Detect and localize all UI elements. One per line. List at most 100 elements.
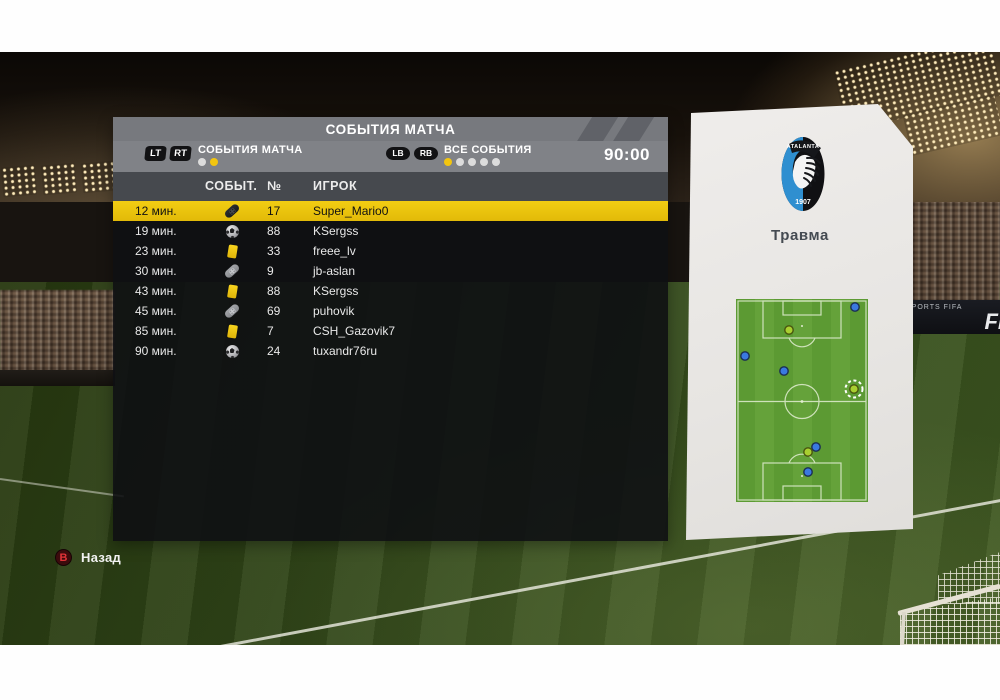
event-row[interactable]: 19 мин. 88 KSergss bbox=[113, 221, 668, 241]
rb-button-icon[interactable]: RB bbox=[414, 147, 438, 160]
player-name: freee_lv bbox=[313, 244, 356, 258]
player-number: 88 bbox=[267, 224, 281, 238]
event-icon-cell bbox=[219, 301, 245, 321]
tab-bar: LT RT СОБЫТИЯ МАТЧА LB RB ВСЕ СОБЫТИЯ 90… bbox=[113, 141, 668, 172]
event-row[interactable]: 43 мин. 88 KSergss bbox=[113, 281, 668, 301]
event-icon-cell bbox=[219, 341, 245, 361]
atalanta-crest: ATALANTA 1907 bbox=[781, 137, 825, 211]
event-row[interactable]: 30 мин. 9 jb-aslan bbox=[113, 261, 668, 281]
event-icon-cell bbox=[219, 261, 245, 281]
event-icon-cell bbox=[219, 221, 245, 241]
tab-dot-active bbox=[444, 158, 452, 166]
selected-event-ring bbox=[844, 379, 864, 399]
hoarding-left bbox=[0, 370, 115, 386]
tab-all-events-label: ВСЕ СОБЫТИЯ bbox=[444, 144, 532, 156]
player-marker-blue bbox=[779, 366, 789, 376]
yellow-card-icon bbox=[226, 283, 238, 299]
player-marker-blue bbox=[811, 442, 821, 452]
event-icon-cell bbox=[219, 241, 245, 261]
injury-icon bbox=[223, 262, 241, 280]
column-number: № bbox=[267, 179, 282, 193]
player-name: KSergss bbox=[313, 284, 359, 298]
event-icon-cell bbox=[219, 321, 245, 341]
ad-text-small: SPORTS FIFA bbox=[906, 304, 963, 311]
tab-dot-inactive bbox=[492, 158, 500, 166]
pitch-event-markers bbox=[740, 302, 864, 477]
event-row[interactable]: 12 мин. 17 Super_Mario0 bbox=[113, 201, 668, 221]
match-timer: 90:00 bbox=[604, 145, 650, 164]
player-name: tuxandr76ru bbox=[313, 344, 378, 358]
ad-text-large: FI bbox=[984, 309, 1000, 334]
event-icon-cell bbox=[219, 281, 245, 301]
letterbox-bottom bbox=[0, 645, 1000, 700]
player-name: CSH_Gazovik7 bbox=[313, 324, 396, 338]
player-number: 69 bbox=[267, 304, 281, 318]
rt-button-icon[interactable]: RT bbox=[169, 146, 192, 161]
tab-all-events[interactable]: ВСЕ СОБЫТИЯ bbox=[444, 144, 532, 166]
player-number: 88 bbox=[267, 284, 281, 298]
event-time: 12 мин. bbox=[135, 204, 177, 218]
event-time: 23 мин. bbox=[135, 244, 177, 258]
back-control[interactable]: B Назад bbox=[55, 549, 121, 566]
player-name: puhovik bbox=[313, 304, 355, 318]
injury-icon bbox=[223, 202, 241, 220]
gamepad-b-icon: B bbox=[55, 549, 72, 566]
tab-dot-active bbox=[210, 158, 218, 166]
goal-icon bbox=[225, 344, 239, 358]
event-time: 30 мин. bbox=[135, 264, 177, 278]
event-type-label: Травма bbox=[771, 227, 829, 244]
player-marker-blue bbox=[850, 302, 860, 312]
tab-dot-inactive bbox=[198, 158, 206, 166]
letterbox-top bbox=[0, 0, 1000, 52]
match-events-panel: СОБЫТИЯ МАТЧА LT RT СОБЫТИЯ МАТЧА LB RB … bbox=[113, 117, 668, 541]
player-number: 7 bbox=[267, 324, 274, 338]
tab-match-events-label: СОБЫТИЯ МАТЧА bbox=[198, 144, 303, 156]
injury-icon bbox=[223, 302, 241, 320]
player-marker-green bbox=[803, 447, 813, 457]
tab-dot-inactive bbox=[468, 158, 476, 166]
tab-match-events[interactable]: СОБЫТИЯ МАТЧА bbox=[198, 144, 303, 166]
event-time: 43 мин. bbox=[135, 284, 177, 298]
tab-dot-inactive bbox=[480, 158, 488, 166]
player-name: KSergss bbox=[313, 224, 359, 238]
event-row[interactable]: 85 мин. 7 CSH_Gazovik7 bbox=[113, 321, 668, 341]
player-number: 9 bbox=[267, 264, 274, 278]
floodlight-panel bbox=[40, 162, 78, 196]
player-number: 24 bbox=[267, 344, 281, 358]
column-player: ИГРОК bbox=[313, 179, 358, 193]
player-marker-green bbox=[784, 325, 794, 335]
yellow-card-icon bbox=[226, 243, 238, 259]
player-number: 33 bbox=[267, 244, 281, 258]
player-name: Super_Mario0 bbox=[313, 204, 389, 218]
page-title: СОБЫТИЯ МАТЧА bbox=[325, 121, 456, 137]
tab-dot-inactive bbox=[456, 158, 464, 166]
column-event: СОБЫТ. bbox=[205, 179, 258, 193]
lb-button-icon[interactable]: LB bbox=[386, 147, 410, 160]
event-time: 19 мин. bbox=[135, 224, 177, 238]
events-table: 12 мин. 17 Super_Mario0 19 мин. 88 KSergss 23 … bbox=[113, 201, 668, 541]
event-row[interactable]: 90 мин. 24 tuxandr76ru bbox=[113, 341, 668, 361]
player-marker-blue bbox=[803, 467, 813, 477]
player-marker-green bbox=[849, 384, 859, 394]
ad-board: SPORTS FIFA FI bbox=[902, 300, 1000, 334]
yellow-card-icon bbox=[226, 323, 238, 339]
floodlight-panel bbox=[0, 164, 38, 198]
panel-title-bar: СОБЫТИЯ МАТЧА bbox=[113, 117, 668, 141]
event-row[interactable]: 45 мин. 69 puhovik bbox=[113, 301, 668, 321]
back-label: Назад bbox=[81, 550, 122, 565]
player-name: jb-aslan bbox=[313, 264, 356, 278]
title-decoration bbox=[573, 117, 621, 141]
crest-year: 1907 bbox=[795, 199, 811, 206]
table-column-header: СОБЫТ. № ИГРОК bbox=[113, 172, 668, 201]
crowd-stand-left bbox=[0, 290, 115, 376]
event-time: 45 мин. bbox=[135, 304, 177, 318]
event-time: 90 мин. bbox=[135, 344, 177, 358]
tab-all-events-dots bbox=[444, 158, 532, 166]
event-time: 85 мин. bbox=[135, 324, 177, 338]
event-detail-card: ATALANTA 1907 Травма bbox=[686, 104, 913, 540]
floodlight-panel bbox=[80, 160, 116, 194]
goal-icon bbox=[225, 224, 239, 238]
lt-button-icon[interactable]: LT bbox=[144, 146, 167, 161]
event-row[interactable]: 23 мин. 33 freee_lv bbox=[113, 241, 668, 261]
